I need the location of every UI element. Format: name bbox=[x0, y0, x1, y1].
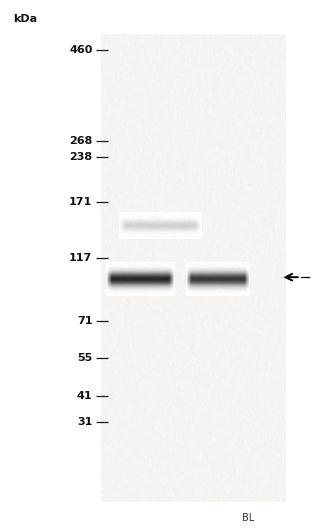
Text: BL: BL bbox=[242, 513, 254, 523]
Text: 238: 238 bbox=[69, 152, 92, 161]
Text: 171: 171 bbox=[69, 197, 92, 207]
Text: 41: 41 bbox=[77, 391, 92, 400]
Text: 268: 268 bbox=[69, 136, 92, 145]
Text: 71: 71 bbox=[77, 316, 92, 326]
Text: 460: 460 bbox=[69, 46, 92, 55]
Text: 117: 117 bbox=[69, 253, 92, 262]
Text: 31: 31 bbox=[77, 417, 92, 427]
Text: kDa: kDa bbox=[13, 14, 38, 24]
Text: 55: 55 bbox=[77, 354, 92, 363]
